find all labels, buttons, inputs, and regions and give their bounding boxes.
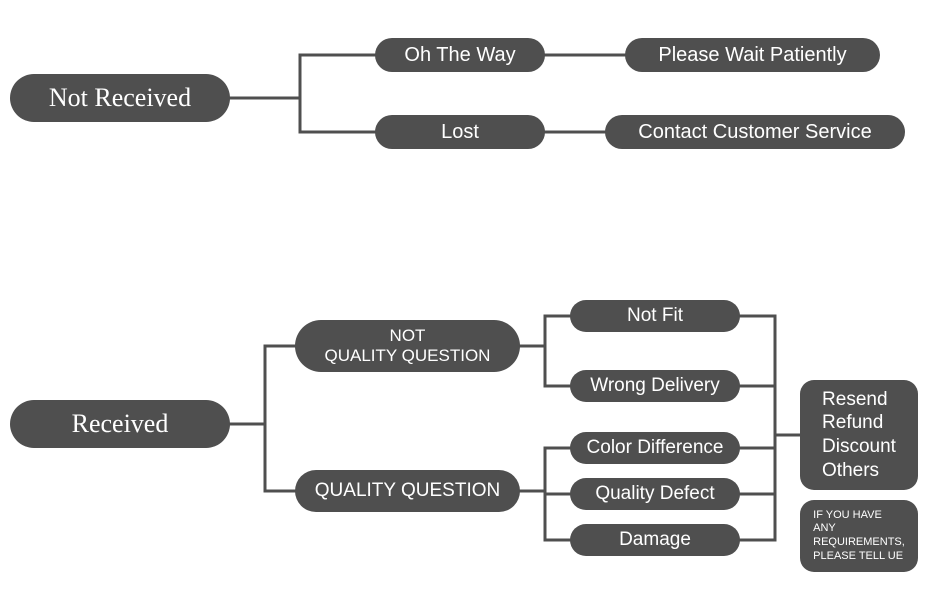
node-contact-cs: Contact Customer Service [605, 115, 905, 149]
node-lost: Lost [375, 115, 545, 149]
node-on-the-way: Oh The Way [375, 38, 545, 72]
node-not-received: Not Received [10, 74, 230, 122]
node-damage: Damage [570, 524, 740, 556]
node-outcome: Resend Refund Discount Others [800, 380, 918, 490]
node-wrong-delivery: Wrong Delivery [570, 370, 740, 402]
node-quality-defect: Quality Defect [570, 478, 740, 510]
node-please-wait: Please Wait Patiently [625, 38, 880, 72]
node-not-quality: NOT QUALITY QUESTION [295, 320, 520, 372]
node-color-diff: Color Difference [570, 432, 740, 464]
node-quality: QUALITY QUESTION [295, 470, 520, 512]
node-received: Received [10, 400, 230, 448]
node-note: IF YOU HAVE ANY REQUIREMENTS, PLEASE TEL… [800, 500, 918, 572]
node-not-fit: Not Fit [570, 300, 740, 332]
